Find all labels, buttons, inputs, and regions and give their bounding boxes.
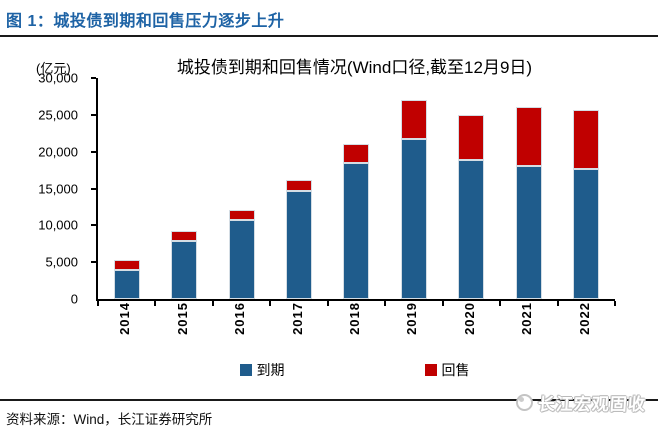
bar-segment-到期	[400, 139, 427, 299]
y-tick-mark	[91, 261, 96, 264]
maturity-color-swatch	[239, 364, 252, 376]
x-tick-mark	[499, 301, 502, 306]
y-tick-label: 15,000	[38, 181, 78, 196]
bar-segment-到期	[573, 169, 600, 299]
bar-segment-到期	[286, 191, 313, 299]
x-tick-label: 2016	[232, 302, 248, 335]
footer-divider	[0, 399, 658, 401]
bar-segment-到期	[171, 240, 198, 299]
x-tick-label: 2020	[461, 302, 477, 335]
bar-segment-到期	[343, 163, 370, 299]
bar-segment-回售	[573, 109, 600, 170]
bar-segment-到期	[113, 270, 140, 299]
x-tick-mark	[97, 301, 99, 306]
bar-segment-到期	[515, 166, 542, 299]
changjiang-logo-icon	[516, 394, 533, 411]
chart-title: 城投债到期和回售情况(Wind口径,截至12月9日)	[176, 58, 533, 77]
bar-slot-2018	[328, 78, 385, 299]
x-tick-label: 2015	[174, 302, 190, 335]
bar-segment-回售	[458, 114, 485, 160]
bar-segment-回售	[400, 100, 427, 140]
stacked-bar-2014	[113, 78, 140, 299]
bar-slot-2017	[270, 78, 327, 299]
y-tick-mark	[91, 224, 96, 227]
bar-slot-2022	[558, 78, 615, 299]
y-tick-mark	[91, 150, 96, 153]
x-axis-tick-labels: 2014 2015 2016 2017 2018 2019 2020 2021 2022	[96, 302, 613, 335]
plot-area	[91, 77, 616, 306]
stacked-bar-2022	[573, 78, 600, 299]
x-tick-label: 2014	[117, 302, 133, 335]
brand-watermark: 长江宏观固收	[516, 390, 647, 415]
stacked-bar-2017	[286, 78, 313, 299]
y-tick-label: 25,000	[38, 107, 78, 123]
y-tick-label: 5,000	[45, 254, 78, 270]
x-tick-label: 2021	[519, 302, 535, 335]
stacked-bar-2018	[343, 78, 370, 299]
stacked-bar-2016	[228, 78, 255, 299]
resale-color-swatch	[424, 364, 437, 376]
y-tick-label: 30,000	[38, 70, 78, 86]
legend-item-maturity: 到期	[239, 360, 285, 380]
bar-segment-回售	[286, 180, 313, 192]
title-divider	[0, 35, 658, 37]
legend-item-resale: 回售	[424, 360, 470, 380]
legend-label-maturity: 到期	[256, 362, 285, 378]
y-tick-label: 10,000	[38, 217, 78, 233]
figure-title: 图 1：城投债到期和回售压力逐步上升	[6, 13, 285, 30]
bar-segment-到期	[228, 220, 255, 299]
y-axis-unit-label: (亿元)	[36, 61, 71, 76]
watermark-text: 长江宏观固收	[537, 395, 647, 414]
bar-segment-回售	[171, 230, 198, 241]
y-tick-mark	[91, 187, 96, 190]
legend-label-resale: 回售	[441, 362, 470, 378]
y-tick-label: 0	[70, 291, 78, 307]
stacked-bar-2020	[458, 78, 485, 299]
bar-slot-2020	[443, 78, 500, 299]
y-tick-label: 20,000	[38, 144, 78, 160]
chart-legend: 到期 回售	[96, 360, 613, 380]
x-tick-label: 2019	[404, 302, 420, 335]
bar-series	[98, 78, 615, 299]
x-tick-mark	[614, 301, 616, 306]
y-tick-mark	[91, 113, 96, 116]
bar-segment-回售	[515, 106, 542, 167]
x-tick-mark	[384, 301, 387, 306]
x-tick-mark	[269, 301, 272, 306]
stacked-bar-2015	[171, 78, 198, 299]
bar-slot-2019	[385, 78, 442, 299]
bar-slot-2014	[98, 78, 155, 299]
stacked-bar-2021	[515, 78, 542, 299]
y-tick-mark	[91, 77, 96, 79]
bar-slot-2021	[500, 78, 557, 299]
x-tick-mark	[441, 301, 444, 306]
bar-slot-2016	[213, 78, 270, 299]
x-tick-label: 2018	[346, 302, 362, 335]
x-tick-mark	[556, 301, 559, 306]
x-tick-label: 2022	[576, 302, 592, 335]
x-tick-mark	[326, 301, 329, 306]
y-axis-tick-labels: 0 5,000 10,000 15,000 20,000 25,000 30,000	[0, 71, 86, 307]
bar-segment-回售	[228, 209, 255, 221]
bar-segment-回售	[113, 259, 140, 271]
stacked-bar-2019	[400, 78, 427, 299]
source-note: 资料来源：Wind，长江证券研究所	[6, 412, 213, 427]
bar-segment-回售	[343, 144, 370, 164]
x-tick-label: 2017	[289, 302, 305, 335]
bar-slot-2015	[155, 78, 212, 299]
x-tick-mark	[211, 301, 214, 306]
bar-segment-到期	[458, 159, 485, 299]
x-tick-mark	[154, 301, 157, 306]
